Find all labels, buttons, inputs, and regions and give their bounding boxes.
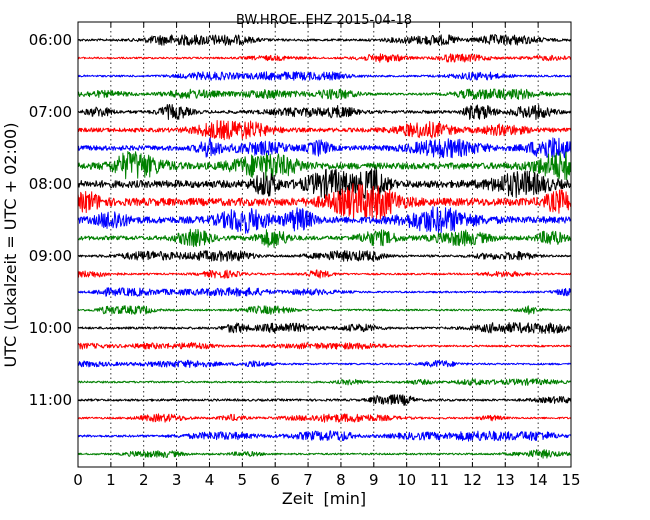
trace-line [77,269,572,279]
traces [77,34,572,459]
trace-line [77,322,572,334]
trace-line [77,449,572,459]
y-tick-labels: 06:00 07:00 08:00 09:00 10:00 11:00 [29,31,72,409]
x-tick-labels: 0 1 2 3 4 5 6 7 8 9 10 11 12 13 14 15 [73,471,580,489]
x-tick-label: 13 [496,471,515,489]
y-tick-label: 08:00 [29,175,72,193]
trace-line [77,250,572,262]
trace-line [77,394,572,406]
x-tick-label: 5 [238,471,248,489]
y-axis-label: UTC (Lokalzeit = UTC + 02:00) [1,123,20,368]
trace-line [77,103,572,120]
trace-line [77,88,572,100]
x-tick-label: 12 [463,471,482,489]
trace-line [77,34,572,46]
x-tick-label: 6 [270,471,280,489]
x-tick-label: 3 [172,471,182,489]
trace-line [77,413,572,423]
trace-line [77,430,572,442]
y-tick-label: 10:00 [29,319,72,337]
y-tick-label: 07:00 [29,103,72,121]
x-tick-label: 15 [561,471,580,489]
x-tick-label: 2 [139,471,149,489]
y-tick-label: 09:00 [29,247,72,265]
trace-line [77,183,572,221]
trace-line [77,287,572,297]
x-tick-label: 7 [303,471,313,489]
x-tick-label: 11 [430,471,449,489]
x-tick-label: 0 [73,471,83,489]
ticks [77,22,572,467]
trace-line [77,53,572,63]
trace-line [77,71,572,81]
trace-line [77,378,572,386]
trace-line [77,206,572,234]
trace-line [77,305,572,315]
x-tick-label: 14 [529,471,548,489]
y-tick-label: 06:00 [29,31,72,49]
trace-line [77,166,572,201]
x-tick-label: 1 [106,471,116,489]
trace-line [77,359,572,368]
chart-title: BW.HROE..EHZ 2015-04-18 [236,13,412,28]
trace-line [77,341,572,350]
trace-line [77,228,572,248]
x-axis-label: Zeit [min] [282,489,366,508]
x-tick-label: 9 [369,471,379,489]
x-tick-label: 10 [397,471,416,489]
trace-line [77,137,572,159]
y-tick-label: 11:00 [29,391,72,409]
plot-frame [77,21,572,468]
x-tick-label: 8 [336,471,346,489]
trace-line [77,150,572,181]
trace-line [77,119,572,141]
x-tick-label: 4 [205,471,215,489]
